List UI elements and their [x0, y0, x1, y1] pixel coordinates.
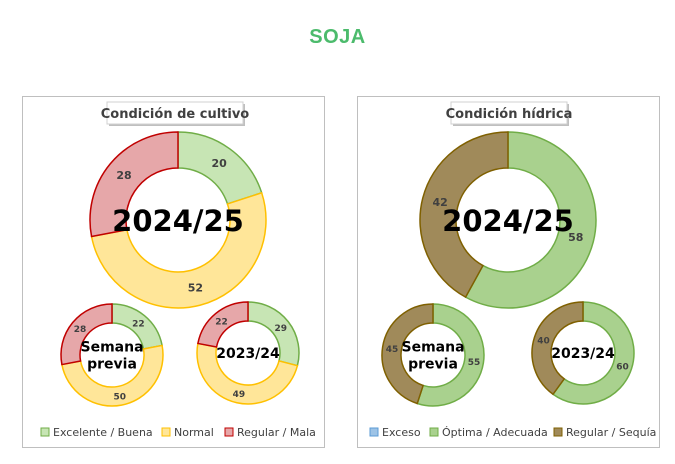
data-label: 29	[275, 324, 288, 334]
data-label: 58	[568, 231, 583, 244]
legend-label: Regular / Sequía	[566, 426, 656, 439]
slice	[196, 342, 299, 405]
slice	[60, 303, 113, 366]
legend-label: Excelente / Buena	[53, 426, 153, 439]
season-label: 2023/24	[551, 346, 615, 362]
legend-label: Exceso	[382, 426, 421, 439]
slice	[89, 131, 179, 238]
season-label: previa	[408, 357, 458, 373]
slice	[531, 301, 584, 396]
season-label: 2024/25	[442, 204, 574, 238]
data-label: 49	[233, 390, 246, 400]
legend-swatch	[224, 427, 234, 437]
season-label: Semana	[80, 340, 143, 356]
data-label: 45	[386, 345, 399, 355]
page-title: SOJA	[309, 26, 366, 48]
legend: Exceso Óptima / Adecuada Regular / Sequía	[369, 426, 656, 439]
data-label: 42	[433, 196, 448, 209]
legend-swatch	[369, 427, 379, 437]
legend-label: Normal	[174, 426, 214, 439]
data-label: 40	[537, 337, 550, 347]
donut-2: 29 49 22 2023/24	[196, 301, 300, 405]
slice	[419, 131, 509, 299]
legend-swatch	[161, 427, 171, 437]
season-label: 2023/24	[216, 346, 280, 362]
data-label: 28	[74, 325, 87, 335]
season-label: Semana	[401, 340, 464, 356]
slice	[61, 344, 164, 407]
chart-title-box	[106, 101, 244, 125]
season-label: previa	[87, 357, 137, 373]
slice	[381, 303, 434, 405]
slice	[90, 191, 267, 309]
legend-swatch	[553, 427, 563, 437]
crop-condition-panel: Condición de cultivo 20 52 28 2024/25 22 50 28 S…	[22, 96, 325, 448]
water-condition-panel: Condición hídrica 58 42 2024/25 55 45 Semana pr…	[357, 96, 660, 448]
chart-title: Condición de cultivo	[101, 107, 250, 122]
data-label: 55	[468, 358, 481, 368]
slice	[197, 301, 249, 348]
legend-swatch	[40, 427, 50, 437]
data-label: 52	[188, 281, 203, 294]
legend: Excelente / Buena Normal Regular / Mala	[40, 426, 316, 439]
season-label: 2024/25	[112, 204, 244, 238]
slice	[464, 131, 597, 309]
chart-title-box	[450, 101, 568, 125]
legend-swatch	[429, 427, 439, 437]
slice	[551, 301, 635, 405]
data-label: 50	[114, 392, 127, 402]
data-label: 28	[116, 169, 131, 182]
legend-label: Óptima / Adecuada	[442, 426, 548, 439]
donut-0: 20 52 28 2024/25	[89, 131, 267, 309]
legend-label: Regular / Mala	[237, 426, 316, 439]
chart-title: Condición hídrica	[446, 107, 573, 122]
crop-condition-chart: Condición de cultivo 20 52 28 2024/25 22 50 28 S…	[40, 101, 316, 439]
slice	[416, 303, 485, 407]
data-label: 20	[211, 157, 227, 170]
data-label: 60	[616, 362, 629, 372]
data-label: 22	[215, 318, 228, 328]
data-label: 22	[132, 320, 145, 330]
